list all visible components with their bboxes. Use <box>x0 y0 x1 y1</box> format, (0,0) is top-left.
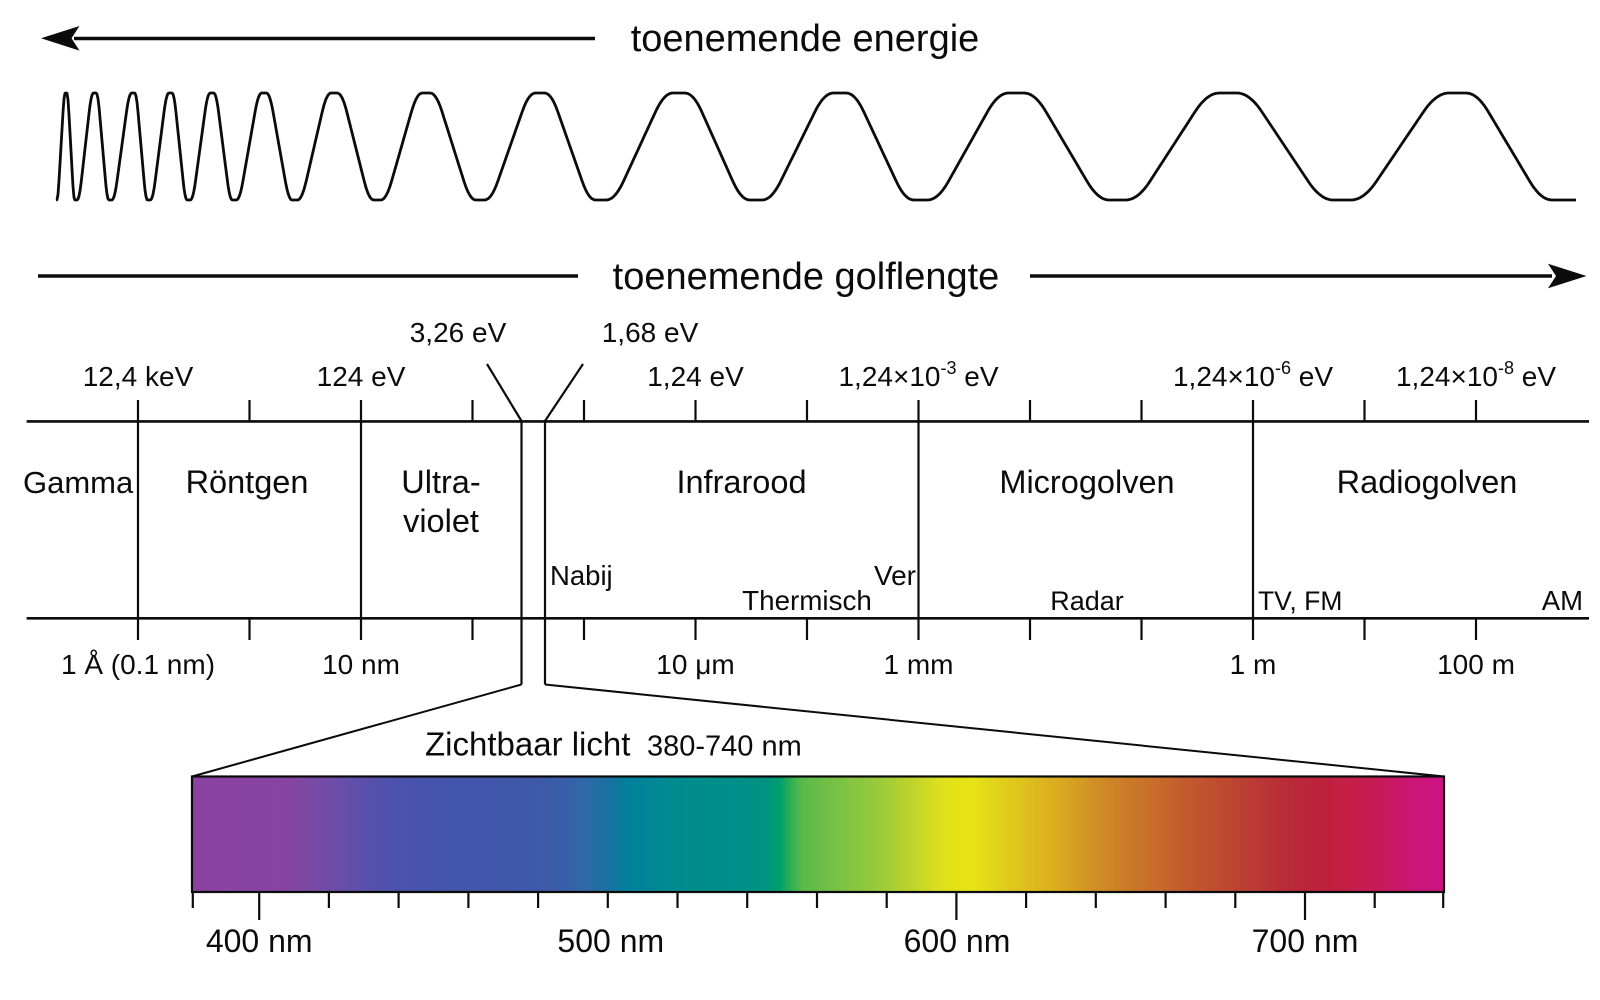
svg-text:600 nm: 600 nm <box>904 923 1011 959</box>
svg-text:380-740 nm: 380-740 nm <box>647 731 802 763</box>
svg-text:124 eV: 124 eV <box>317 361 406 392</box>
svg-text:500 nm: 500 nm <box>557 923 664 959</box>
svg-text:400 nm: 400 nm <box>206 923 313 959</box>
svg-text:Infrarood: Infrarood <box>676 464 806 500</box>
svg-text:AM: AM <box>1542 585 1583 616</box>
svg-text:1,24×10-6 eV: 1,24×10-6 eV <box>1173 358 1333 392</box>
svg-text:Radar: Radar <box>1050 586 1124 616</box>
svg-text:1 Å (0.1 nm): 1 Å (0.1 nm) <box>61 649 215 680</box>
svg-text:10 μm: 10 μm <box>656 649 734 680</box>
svg-text:violet: violet <box>403 503 479 539</box>
svg-text:TV, FM: TV, FM <box>1258 586 1342 616</box>
svg-text:toenemende energie: toenemende energie <box>631 18 980 60</box>
svg-text:Microgolven: Microgolven <box>999 464 1174 500</box>
svg-text:Thermisch: Thermisch <box>742 585 872 616</box>
svg-text:Ultra-: Ultra- <box>401 464 480 500</box>
svg-text:1,24×10-8 eV: 1,24×10-8 eV <box>1396 358 1556 392</box>
svg-text:Ver: Ver <box>874 560 916 591</box>
svg-text:Radiogolven: Radiogolven <box>1337 464 1518 500</box>
svg-text:1,24 eV: 1,24 eV <box>647 361 744 392</box>
svg-text:Röntgen: Röntgen <box>186 464 309 500</box>
svg-text:10 nm: 10 nm <box>322 649 400 680</box>
svg-text:700 nm: 700 nm <box>1252 923 1359 959</box>
svg-text:Zichtbaar licht: Zichtbaar licht <box>425 726 630 763</box>
svg-text:1 m: 1 m <box>1230 649 1277 680</box>
svg-text:Nabij: Nabij <box>550 560 613 591</box>
svg-text:1 mm: 1 mm <box>884 649 954 680</box>
svg-text:100 m: 100 m <box>1437 649 1515 680</box>
svg-text:3,26 eV: 3,26 eV <box>410 317 507 348</box>
svg-text:1,68 eV: 1,68 eV <box>602 317 699 348</box>
svg-text:toenemende golflengte: toenemende golflengte <box>613 256 1000 298</box>
svg-text:1,24×10-3 eV: 1,24×10-3 eV <box>838 358 998 392</box>
svg-text:Gamma: Gamma <box>23 465 134 500</box>
svg-text:12,4 keV: 12,4 keV <box>83 361 194 392</box>
